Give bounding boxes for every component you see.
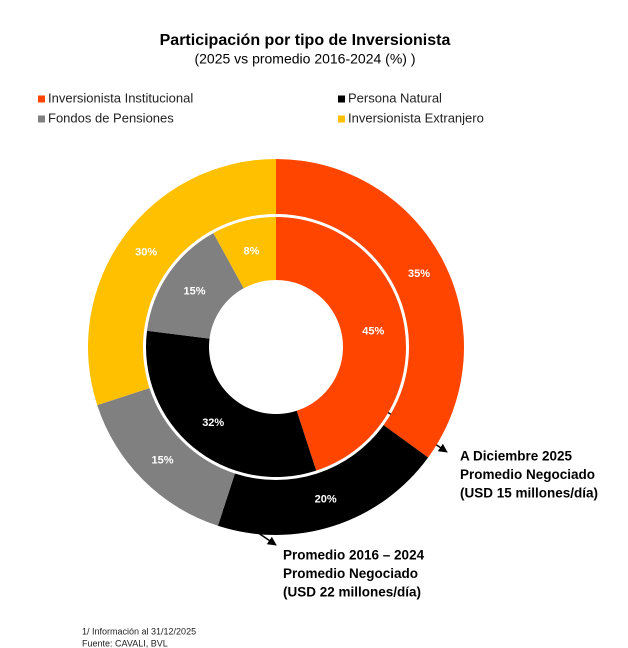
annotation: (USD 22 millones/día)	[283, 585, 421, 600]
slice-label: 20%	[315, 494, 337, 506]
slice-label: 15%	[151, 454, 173, 466]
legend-label: Inversionista Institucional	[48, 90, 193, 105]
chart-subtitle: (2025 vs promedio 2016-2024 (%) )	[194, 51, 415, 67]
slice	[145, 330, 317, 477]
slice-label: 15%	[184, 286, 206, 298]
legend-label: Inversionista Extranjero	[348, 110, 484, 125]
slice-label: 30%	[135, 247, 157, 259]
chart-title: Participación por tipo de Inversionista	[160, 32, 451, 49]
slice	[147, 233, 244, 339]
slice	[276, 159, 464, 458]
legend-swatch	[338, 115, 345, 123]
legend-swatch	[338, 95, 345, 103]
slice	[276, 217, 407, 471]
slice-label: 45%	[362, 325, 384, 337]
slice-label: 35%	[408, 268, 430, 280]
slice	[97, 388, 235, 526]
slice	[213, 217, 276, 289]
slice-label: 32%	[202, 417, 224, 429]
annotation: A Diciembre 2025	[460, 449, 573, 464]
legend-label: Persona Natural	[348, 90, 442, 105]
slice-label: 8%	[244, 246, 260, 258]
footnote: 1/ Información al 31/12/2025	[82, 626, 196, 636]
legend-swatch	[38, 115, 45, 123]
annotation: (USD 15 millones/día)	[460, 486, 598, 501]
annotation: Promedio 2016 – 2024	[283, 548, 425, 563]
legend-swatch	[38, 95, 45, 103]
slice	[87, 159, 276, 406]
annotation: Promedio Negociado	[460, 467, 595, 482]
footnote: Fuente: CAVALI, BVL	[82, 638, 168, 648]
legend-label: Fondos de Pensiones	[48, 110, 174, 125]
annotation: Promedio Negociado	[283, 566, 418, 581]
slice	[217, 425, 429, 535]
